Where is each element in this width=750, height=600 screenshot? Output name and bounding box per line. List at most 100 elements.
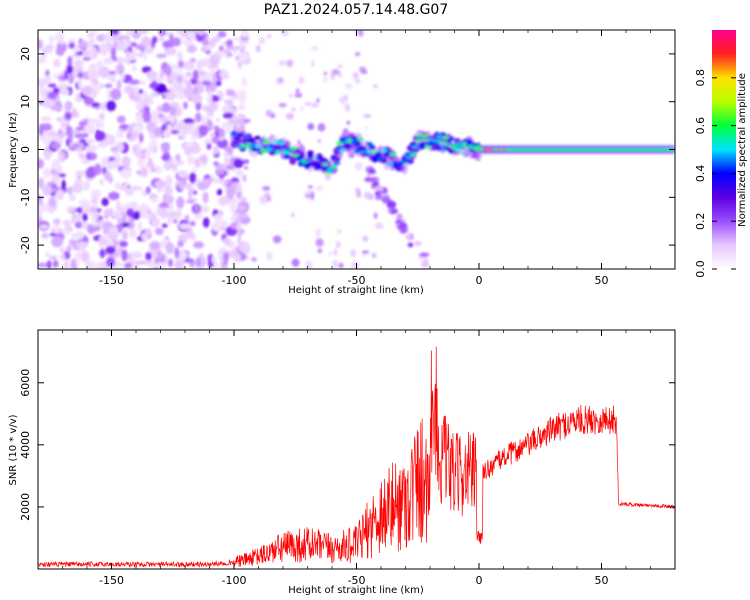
noise-blob (119, 168, 132, 179)
noise-blob (360, 70, 368, 74)
noise-blob (224, 156, 229, 165)
noise-blob (114, 260, 121, 268)
noise-blob (177, 240, 184, 248)
noise-blob (191, 168, 197, 173)
noise-blob (71, 212, 77, 223)
noise-blob (52, 87, 61, 95)
noise-blob (150, 110, 159, 122)
noise-blob (161, 143, 170, 153)
noise-blob (258, 36, 266, 45)
noise-blob (315, 238, 324, 247)
spectrogram-marks (38, 30, 675, 269)
noise-blob (363, 114, 372, 118)
noise-blob (154, 180, 167, 188)
noise-blob (242, 76, 247, 87)
noise-blob (124, 262, 133, 269)
y-tick-label: 20 (19, 47, 32, 61)
ridge-blob (368, 146, 376, 150)
noise-blob (66, 245, 72, 253)
noise-blob (68, 186, 73, 196)
noise-blob (362, 253, 367, 257)
noise-blob (103, 33, 114, 43)
ridge-blob (236, 132, 244, 138)
noise-blob (238, 40, 250, 45)
noise-blob (241, 30, 249, 39)
ridge-blob (268, 144, 276, 148)
noise-blob (121, 249, 128, 262)
noise-blob (317, 248, 323, 253)
noise-blob (316, 97, 320, 103)
noise-blob (218, 45, 224, 51)
noise-blob (307, 185, 314, 189)
noise-blob (135, 149, 144, 158)
noise-blob (386, 200, 397, 209)
ridge-blob (439, 146, 447, 151)
noise-blob (265, 109, 273, 117)
noise-blob (210, 174, 216, 181)
noise-blob (74, 170, 85, 177)
noise-blob (42, 134, 52, 146)
ridge-blob (359, 150, 367, 154)
noise-blob (218, 128, 226, 139)
noise-blob (54, 224, 60, 234)
noise-blob (168, 48, 175, 56)
noise-blob (84, 123, 96, 135)
noise-blob (291, 107, 296, 112)
noise-blob (165, 64, 172, 77)
ridge-blob (251, 147, 259, 152)
noise-blob (153, 126, 163, 137)
noise-blob (214, 168, 225, 175)
noise-blob (236, 51, 249, 62)
noise-blob (338, 262, 344, 269)
noise-blob (189, 220, 196, 227)
noise-blob (399, 222, 408, 229)
noise-blob (69, 194, 76, 202)
noise-blob (237, 213, 249, 219)
noise-blob (74, 132, 87, 139)
noise-blob (189, 172, 197, 184)
noise-blob (121, 155, 131, 168)
noise-blob (86, 32, 95, 39)
noise-blob (58, 192, 65, 199)
noise-blob (227, 119, 235, 124)
noise-blob (237, 170, 243, 177)
noise-blob (74, 221, 83, 229)
noise-blob (119, 262, 124, 268)
noise-blob (120, 74, 125, 80)
noise-blob (185, 199, 196, 204)
figure-title: PAZ1.2024.057.14.48.G07 (264, 2, 449, 18)
noise-blob (362, 235, 369, 242)
noise-blob (125, 58, 131, 65)
y-tick-label: 10 (19, 95, 32, 109)
ridge-blob (265, 147, 273, 152)
noise-blob (110, 146, 119, 152)
noise-blob (221, 122, 233, 129)
noise-blob (298, 76, 305, 85)
noise-blob (149, 241, 161, 251)
noise-blob (245, 256, 249, 260)
noise-blob (251, 257, 257, 262)
noise-blob (40, 116, 52, 122)
noise-blob (44, 150, 51, 161)
noise-blob (226, 187, 236, 197)
ridge-core (411, 145, 418, 148)
ridge-blob (304, 158, 311, 162)
noise-blob (87, 69, 100, 80)
noise-blob (202, 191, 209, 204)
noise-blob (96, 60, 103, 68)
noise-blob (406, 233, 411, 240)
noise-blob (66, 206, 76, 213)
x-tick-label: -50 (348, 274, 366, 287)
noise-blob (232, 247, 238, 258)
noise-blob (137, 140, 142, 153)
noise-blob (132, 124, 143, 133)
noise-blob (126, 132, 132, 139)
noise-blob (38, 177, 45, 189)
noise-blob (42, 96, 54, 109)
noise-blob (361, 250, 370, 254)
noise-blob (317, 123, 326, 132)
noise-blob (214, 262, 219, 269)
ridge-blob (362, 153, 370, 156)
